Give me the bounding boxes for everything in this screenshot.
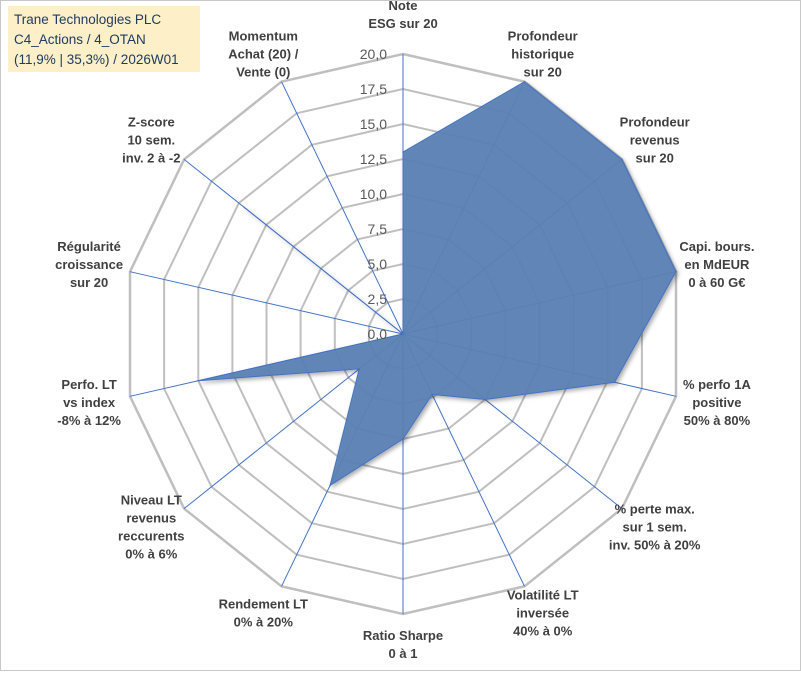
category-label-line: inversée	[516, 605, 569, 620]
category-label-line: sur 1 sem.	[623, 519, 687, 534]
category-label-line: Profondeur	[620, 115, 690, 130]
category-label-line: sur 20	[524, 65, 562, 80]
chart-title-box: Trane Technologies PLC C4_Actions / 4_OT…	[8, 6, 200, 72]
category-label-line: revenus	[630, 133, 680, 148]
data-point-8	[329, 484, 331, 487]
category-label-line: Momentum	[229, 29, 298, 44]
category-label-line: Rendement LT	[219, 596, 308, 611]
tick-label: 7,5	[368, 221, 388, 237]
data-point-13	[402, 333, 404, 335]
category-label-line: 50% à 80%	[684, 413, 751, 428]
category-label-line: Régularité	[57, 239, 121, 254]
category-label-line: % perfo 1A	[683, 377, 752, 392]
category-label-line: Capi. bours.	[679, 239, 754, 254]
axis-spoke-11	[129, 271, 404, 335]
category-label-line: croissance	[55, 257, 123, 272]
category-label-line: positive	[692, 395, 741, 410]
category-label-line: inv. 50% à 20%	[609, 537, 701, 552]
data-point-9	[358, 368, 361, 370]
category-label-11: Régularité croissance sur 20	[55, 239, 123, 290]
data-point-12	[243, 206, 246, 209]
category-label-line: Profondeur	[508, 29, 578, 44]
tick-label: 5,0	[368, 256, 388, 272]
category-label-5: % perte max. sur 1 sem. inv. 50% à 20%	[609, 501, 701, 552]
category-label-line: Vente (0)	[236, 65, 290, 80]
category-label-12: Z-score 10 sem. inv. 2 à -2	[122, 115, 180, 166]
chart-title-line-3: (11,9% | 35,3%) / 2026W01	[14, 52, 179, 67]
category-label-13: Momentum Achat (20) / Vente (0)	[228, 29, 298, 80]
category-label-line: ESG sur 20	[368, 16, 437, 31]
category-label-7: Ratio Sharpe 0 à 1	[363, 628, 443, 661]
category-label-line: historique	[511, 47, 574, 62]
category-label-line: Note	[389, 1, 418, 13]
category-label-line: reccurents	[118, 528, 184, 543]
data-point-0	[402, 151, 404, 153]
category-label-line: Ratio Sharpe	[363, 628, 443, 643]
data-point-3	[675, 270, 677, 273]
category-label-line: 0 à 1	[389, 646, 418, 661]
data-point-5	[484, 398, 486, 401]
data-point-6	[431, 393, 434, 396]
data-point-10	[197, 379, 200, 382]
category-label-line: Niveau LT	[121, 492, 182, 507]
tick-label: 20,0	[360, 46, 387, 62]
category-label-line: inv. 2 à -2	[122, 151, 180, 166]
category-label-line: sur 20	[70, 275, 108, 290]
category-label-line: 40% à 0%	[513, 623, 573, 638]
category-label-3: Capi. bours. en MdEUR 0 à 60 G€	[679, 239, 754, 290]
category-label-10: Perfo. LT vs index -8% à 12%	[57, 377, 121, 428]
series-area	[198, 81, 677, 487]
category-label-9: Niveau LT revenus reccurents 0% à 6%	[118, 492, 184, 561]
category-label-6: Volatilité LT inversée 40% à 0%	[507, 587, 579, 638]
category-label-line: 0% à 20%	[234, 614, 294, 629]
tick-label: 15,0	[360, 116, 387, 132]
category-label-line: revenus	[126, 510, 176, 525]
tick-label: 12,5	[360, 151, 387, 167]
category-label-line: 10 sem.	[127, 133, 175, 148]
category-label-line: 0% à 6%	[125, 546, 177, 561]
category-label-line: Perfo. LT	[61, 377, 116, 392]
data-point-7	[402, 438, 404, 440]
category-label-line: % perte max.	[615, 501, 695, 516]
category-label-4: % perfo 1A positive 50% à 80%	[683, 377, 752, 428]
category-label-1: Profondeur historique sur 20	[508, 29, 578, 80]
tick-label: 10,0	[360, 186, 387, 202]
category-label-line: Achat (20) /	[228, 47, 298, 62]
tick-label: 17,5	[360, 81, 387, 97]
tick-label: 2,5	[368, 291, 388, 307]
category-label-line: sur 20	[636, 151, 674, 166]
data-point-2	[621, 158, 623, 161]
category-label-line: en MdEUR	[684, 257, 750, 272]
chart-title-line-1: Trane Technologies PLC	[14, 12, 162, 27]
tick-label: 0,0	[368, 326, 388, 342]
data-point-1	[523, 80, 526, 83]
axis-spoke-13	[281, 81, 404, 335]
category-label-line: Z-score	[128, 115, 175, 130]
category-label-0: Note ESG sur 20	[368, 1, 437, 31]
chart-title-line-2: C4_Actions / 4_OTAN	[14, 32, 146, 47]
category-label-2: Profondeur revenus sur 20	[620, 115, 690, 166]
category-label-line: vs index	[63, 395, 116, 410]
category-label-line: 0 à 60 G€	[688, 275, 745, 290]
category-label-line: Volatilité LT	[507, 587, 579, 602]
data-point-4	[613, 381, 616, 384]
category-label-line: -8% à 12%	[57, 413, 121, 428]
category-label-8: Rendement LT 0% à 20%	[219, 596, 308, 629]
